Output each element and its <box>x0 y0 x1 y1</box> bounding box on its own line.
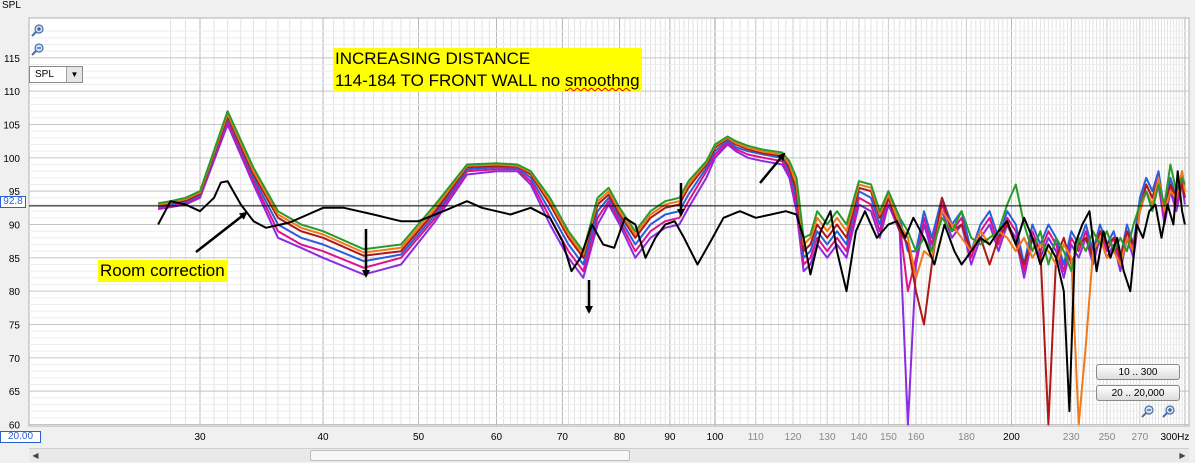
x-tick-label: 70 <box>557 432 569 443</box>
series-line <box>157 110 1186 273</box>
x-tick-label: 60 <box>491 432 503 443</box>
x-tick-label: 100 <box>707 432 724 443</box>
scroll-right-icon[interactable]: ▶ <box>1176 449 1189 462</box>
x-tick-label: 180 <box>958 432 975 443</box>
x-tick-label: 110 <box>748 432 764 443</box>
reference-level-box[interactable]: 92.8 <box>0 196 26 208</box>
y-tick-label: 95 <box>9 187 21 198</box>
y-tick-label: 105 <box>3 121 20 132</box>
title-annotation-line2: 114-184 TO FRONT WALL no smoothng <box>335 70 640 92</box>
series-lines <box>29 110 1189 426</box>
y-tick-label: 65 <box>9 387 21 398</box>
x-tick-label: 230 <box>1063 432 1080 443</box>
horizontal-scrollbar[interactable]: ◀ ▶ <box>29 448 1189 462</box>
x-start-box[interactable]: 20.00 <box>0 431 41 443</box>
x-tick-label: 40 <box>317 432 329 443</box>
y-tick-label: 85 <box>9 254 21 265</box>
x-tick-label: 160 <box>908 432 925 443</box>
y-axis-label: SPL <box>2 0 21 11</box>
zoom-out-icon[interactable] <box>31 43 45 57</box>
x-tick-label: 150 <box>880 432 897 443</box>
x-tick-label: 130 <box>819 432 836 443</box>
x-tick-label: 300Hz <box>1160 432 1189 443</box>
annotation-arrows <box>195 152 786 314</box>
series-line <box>157 170 1186 413</box>
x-tick-label: 30 <box>194 432 206 443</box>
y-tick-label: 70 <box>9 354 21 365</box>
room-correction-label: Room correction <box>98 260 227 282</box>
y-tick-label: 110 <box>4 87 20 98</box>
annotation-arrow <box>195 211 248 253</box>
annotation-arrow <box>759 152 786 184</box>
y-tick-label: 75 <box>9 321 21 332</box>
y-tick-label: 80 <box>9 287 21 298</box>
title-annotation-misspelled-word: smoothng <box>564 71 640 90</box>
zoom-in-icon[interactable] <box>31 24 45 38</box>
x-tick-label: 250 <box>1099 432 1116 443</box>
range-20-20000-button[interactable]: 20 .. 20,000 <box>1096 385 1180 401</box>
y-tick-label: 100 <box>3 154 20 165</box>
measurement-type-select[interactable]: SPL ▼ <box>29 66 83 83</box>
x-tick-label: 90 <box>664 432 676 443</box>
y-tick-label: 60 <box>9 421 21 432</box>
y-tick-label: 115 <box>4 54 20 65</box>
x-tick-label: 50 <box>413 432 425 443</box>
zoom-out-x-icon[interactable] <box>1141 405 1155 419</box>
x-tick-label: 270 <box>1132 432 1149 443</box>
title-annotation-line1: INCREASING DISTANCE <box>335 49 531 68</box>
scrollbar-thumb[interactable] <box>310 450 630 461</box>
scroll-left-icon[interactable]: ◀ <box>29 449 42 462</box>
title-annotation-line2-text: 114-184 TO FRONT WALL no <box>335 71 565 90</box>
axis-labels: 30 40 50 60 70 80 90 100 110 120 130 140 150 160 180 20… <box>3 54 1189 443</box>
y-tick-label: 90 <box>9 221 21 232</box>
zoom-in-x-icon[interactable] <box>1162 405 1176 419</box>
x-tick-label: 80 <box>614 432 626 443</box>
range-10-300-button[interactable]: 10 .. 300 <box>1096 364 1180 380</box>
title-annotation: INCREASING DISTANCE 114-184 TO FRONT WAL… <box>333 48 642 92</box>
triangle-down-icon[interactable]: ▼ <box>66 67 82 82</box>
x-tick-label: 200 <box>1003 432 1020 443</box>
measurement-type-value: SPL <box>35 69 54 80</box>
x-tick-label: 140 <box>851 432 868 443</box>
x-tick-label: 120 <box>785 432 802 443</box>
